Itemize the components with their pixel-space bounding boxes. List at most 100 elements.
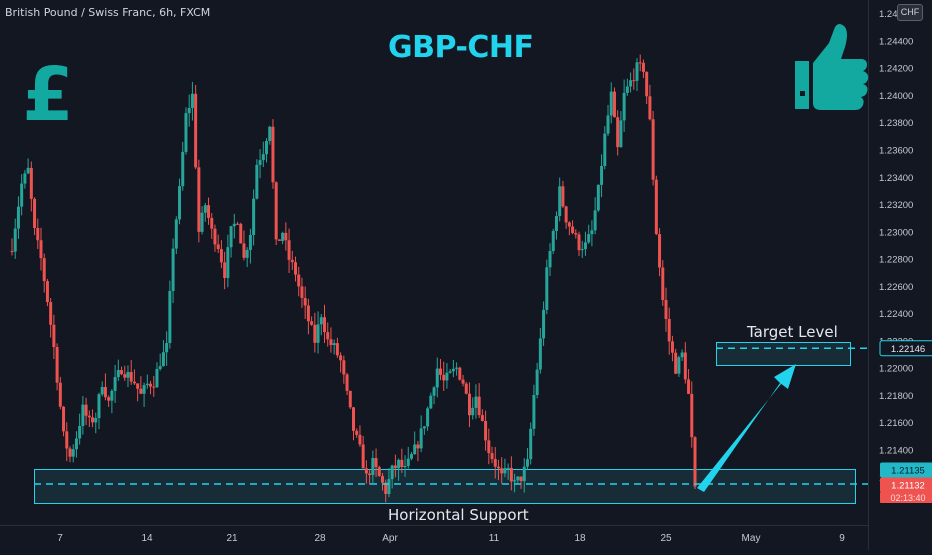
thumbs-up-icon <box>795 24 869 110</box>
candle <box>261 141 265 168</box>
candle-body <box>525 459 529 467</box>
candle-body <box>658 234 662 268</box>
candle-body <box>52 324 56 348</box>
price-tick-label: 1.24000 <box>879 91 913 102</box>
candle <box>438 359 442 381</box>
candle <box>477 383 481 418</box>
price-tick-label: 1.21800 <box>879 391 913 402</box>
time-tick-label: 28 <box>314 533 326 544</box>
candle-body <box>606 115 610 134</box>
candle <box>409 452 413 461</box>
candle-body <box>648 96 652 120</box>
candle <box>339 352 343 373</box>
support-price-tag-box <box>880 462 932 478</box>
candle-body <box>638 62 642 64</box>
candle <box>687 369 691 395</box>
time-axis[interactable]: 7 14 21 28 Apr 11 18 25 May 9 <box>57 533 845 544</box>
candle <box>629 72 633 93</box>
candle <box>551 228 555 254</box>
candle <box>149 380 153 395</box>
price-axis[interactable]: 1.24600 1.24400 1.24200 1.24000 1.23800 1.236… <box>879 9 932 503</box>
candle-body <box>545 267 549 310</box>
candle <box>258 149 262 179</box>
candle-body <box>81 404 85 427</box>
candle-body <box>500 468 504 474</box>
candle <box>310 316 314 326</box>
candle <box>174 216 178 255</box>
candle-body <box>384 482 388 494</box>
candle <box>274 181 278 246</box>
candle <box>81 395 85 435</box>
candle-body <box>355 430 359 435</box>
candle <box>352 407 355 441</box>
candle <box>113 364 117 403</box>
candle-body <box>587 234 591 243</box>
candle <box>252 189 256 246</box>
candle <box>651 110 655 186</box>
candle-body <box>200 212 204 232</box>
candle <box>593 197 597 235</box>
candle <box>429 392 433 410</box>
candle <box>545 259 549 315</box>
symbol-header[interactable]: British Pound / Swiss Franc, 6h, FXCM <box>5 6 211 19</box>
candle-body <box>364 468 368 474</box>
candle-body <box>155 368 159 388</box>
candle-body <box>645 71 649 97</box>
candle-body <box>348 390 352 408</box>
price-tick-label: 1.24600 <box>879 9 913 20</box>
candle <box>445 363 449 389</box>
candle <box>294 256 298 282</box>
candle <box>567 221 571 236</box>
candle-body <box>509 467 513 482</box>
candle-body <box>609 91 613 116</box>
candle <box>661 260 665 306</box>
candle <box>200 206 204 235</box>
candle-body <box>136 383 140 389</box>
candle <box>236 221 240 225</box>
candle-body <box>455 367 459 369</box>
candle-body <box>265 141 269 155</box>
candle-body <box>577 234 581 251</box>
candle-body <box>496 466 500 469</box>
candle-body <box>480 415 484 421</box>
candle <box>509 456 513 491</box>
support-label: Horizontal Support <box>388 506 529 524</box>
candle <box>664 287 668 332</box>
candle-body <box>629 80 633 87</box>
candle <box>529 422 533 465</box>
candle-body <box>467 393 471 416</box>
candle <box>281 231 285 245</box>
candle-body <box>97 394 101 418</box>
candle <box>120 366 124 376</box>
candle-body <box>393 465 397 469</box>
candle <box>600 154 604 198</box>
candle-body <box>49 302 53 325</box>
candle <box>461 374 465 387</box>
candle-body <box>332 343 336 346</box>
candle <box>123 365 127 381</box>
candle-body <box>654 179 658 235</box>
candle <box>380 473 384 491</box>
candle <box>284 222 288 251</box>
candle-body <box>574 233 578 235</box>
candle <box>574 229 578 239</box>
price-tick-label: 1.22800 <box>879 255 913 266</box>
candle <box>416 440 420 462</box>
chart-title: GBP-CHF <box>388 30 534 65</box>
currency-badge[interactable]: CHF <box>897 4 923 21</box>
candle-body <box>406 458 410 466</box>
candle-body <box>448 371 452 373</box>
price-tick-label: 1.21600 <box>879 418 913 429</box>
price-tick-label: 1.23600 <box>879 146 913 157</box>
candle <box>635 58 639 92</box>
candle-body <box>23 173 27 184</box>
candle-body <box>65 431 69 449</box>
candle <box>129 360 133 385</box>
candle <box>145 374 149 389</box>
candle <box>683 342 687 384</box>
candle <box>329 327 333 353</box>
candle-body <box>583 242 587 250</box>
candle <box>26 158 30 175</box>
